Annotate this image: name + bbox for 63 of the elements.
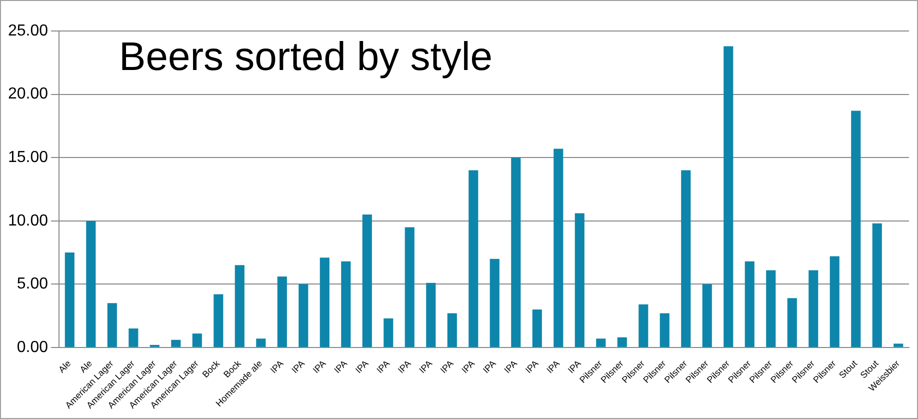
bar	[617, 337, 627, 347]
bar	[851, 110, 861, 347]
x-tick-label: IPA	[460, 358, 477, 376]
x-tick-label: IPA	[544, 358, 562, 376]
x-tick-label: IPA	[417, 358, 434, 376]
bar	[171, 340, 181, 347]
bar	[234, 265, 244, 347]
x-tick-label: IPA	[374, 358, 392, 376]
bar	[64, 252, 74, 347]
bar	[574, 213, 584, 347]
y-tick-label: 25.00	[8, 22, 48, 40]
y-tick-label: 0.00	[16, 338, 48, 356]
chart-title: Beers sorted by style	[119, 35, 493, 80]
bar	[426, 282, 436, 347]
bar	[320, 258, 330, 347]
bar	[894, 344, 904, 347]
bar	[298, 284, 308, 347]
x-tick-label: IPA	[396, 358, 413, 376]
bar	[638, 304, 648, 347]
bar	[192, 334, 202, 347]
bar	[724, 46, 734, 347]
bar	[596, 338, 606, 347]
bar	[341, 261, 351, 347]
bar	[744, 261, 754, 347]
bar	[384, 318, 394, 347]
bar	[872, 223, 882, 347]
y-tick-label: 5.00	[16, 276, 48, 293]
bar	[107, 303, 117, 347]
bar	[86, 220, 96, 347]
bar	[128, 328, 138, 347]
bar	[256, 338, 266, 347]
bar	[362, 214, 372, 347]
bar	[830, 256, 840, 347]
bar	[554, 148, 564, 347]
bar	[277, 276, 287, 347]
bar	[660, 313, 670, 347]
y-tick-label: 15.00	[8, 148, 48, 166]
bar	[447, 313, 457, 347]
x-tick-label: IPA	[502, 358, 520, 376]
bar	[511, 158, 521, 347]
x-tick-label: IPA	[353, 358, 370, 376]
x-tick-label: IPA	[310, 358, 328, 376]
bar	[468, 170, 478, 347]
bar	[808, 270, 818, 347]
bar	[681, 170, 691, 347]
x-tick-label: IPA	[438, 358, 456, 376]
y-tick-label: 10.00	[8, 212, 48, 230]
x-tick-label: Ale	[56, 358, 73, 375]
bar	[532, 309, 542, 347]
bar	[404, 227, 414, 347]
x-tick-label: Ale	[78, 358, 94, 375]
bar	[214, 294, 224, 347]
y-tick-label: 20.00	[8, 86, 48, 103]
bar	[490, 258, 500, 347]
bar	[766, 270, 776, 347]
x-tick-label: IPA	[566, 358, 583, 376]
x-tick-label: IPA	[268, 358, 286, 376]
x-tick-label: IPA	[290, 358, 307, 376]
bar	[702, 284, 712, 347]
x-tick-label: IPA	[332, 358, 350, 376]
x-tick-label: IPA	[523, 358, 540, 376]
bar	[787, 298, 797, 347]
x-tick-label: IPA	[480, 358, 498, 376]
